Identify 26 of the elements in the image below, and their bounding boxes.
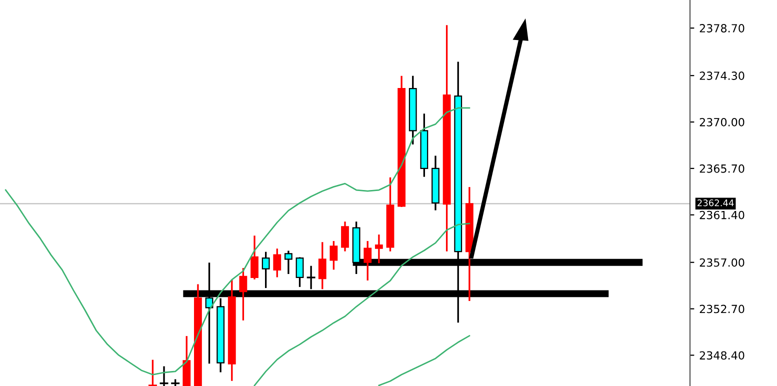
y-tick-label: 2365.70 xyxy=(700,164,744,173)
candlestick xyxy=(250,236,258,280)
y-tick-label: 2370.00 xyxy=(700,118,744,126)
y-tick-label: 2378.70 xyxy=(700,24,744,32)
candlestick xyxy=(273,248,282,278)
candlestick xyxy=(364,241,372,280)
y-tick-label: 2361.40 xyxy=(700,210,744,220)
y-tick-label: 2352.70 xyxy=(700,304,744,314)
candlestick xyxy=(262,252,270,288)
candlestick xyxy=(330,241,338,270)
candlestick xyxy=(171,379,180,386)
candlestick xyxy=(284,250,292,274)
line-series xyxy=(4,107,470,376)
y-tick-label: 2348.40 xyxy=(700,351,744,360)
candlestick xyxy=(239,268,248,320)
candlestick xyxy=(148,360,157,386)
candlestick xyxy=(374,234,383,264)
candlestick xyxy=(296,257,304,287)
line-series xyxy=(378,335,470,386)
candlestick xyxy=(341,222,349,252)
y-tick-label: 2357.00 xyxy=(700,258,744,267)
candlestick xyxy=(318,242,326,290)
y-tick-label: 2374.30 xyxy=(700,72,744,80)
candlestick xyxy=(160,366,168,386)
line-series xyxy=(254,222,470,386)
ref-line-label: 2362.44 xyxy=(698,199,734,206)
